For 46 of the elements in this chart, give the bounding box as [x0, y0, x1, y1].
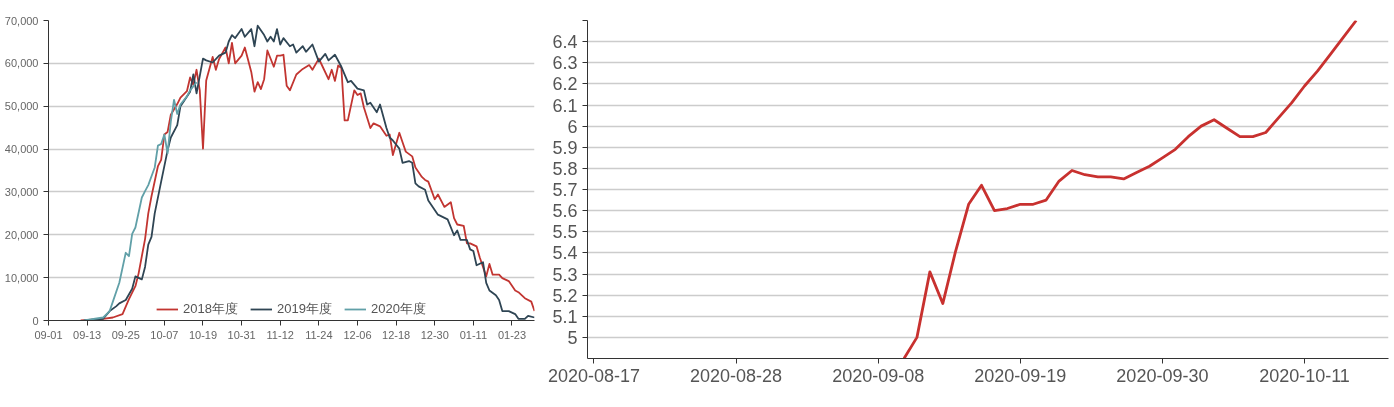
y-tick-label: 6.4: [552, 32, 578, 53]
x-tick-label: 09-01: [34, 328, 63, 341]
y-tick-label: 5.4: [552, 243, 578, 264]
x-tick-label: 01-23: [497, 328, 527, 341]
y-tick-label: 6.3: [552, 53, 578, 74]
x-tick-label: 10-19: [188, 328, 218, 341]
y-tick-label: 5.8: [552, 158, 578, 179]
y-tick-label: 6: [567, 116, 578, 137]
x-tick-label: 2020-08-17: [547, 365, 640, 386]
legend-label: 2020年度: [370, 300, 426, 318]
y-tick-label: 5.2: [552, 285, 578, 306]
x-tick-label: 11-12: [266, 328, 294, 341]
y-tick-label: 20,000: [4, 228, 39, 241]
x-tick-label: 10-31: [227, 328, 256, 341]
y-tick-label: 6.2: [552, 74, 578, 95]
y-tick-label: 40,000: [4, 143, 39, 156]
x-tick-label: 12-06: [343, 328, 372, 341]
x-tick-label: 10-07: [150, 328, 179, 341]
y-tick-label: 10,000: [4, 271, 39, 284]
line-series: [902, 20, 1358, 359]
y-tick-label: 5: [567, 327, 578, 348]
x-tick-label: 2020-08-28: [690, 365, 783, 386]
x-tick-label: 12-18: [382, 328, 411, 341]
y-tick-label: 50,000: [4, 100, 39, 113]
x-tick-label: 2020-10-11: [1259, 365, 1350, 386]
y-tick-label: 5.6: [552, 201, 578, 222]
x-tick-label: 01-11: [459, 328, 488, 341]
y-tick-label: 5.5: [552, 222, 578, 243]
y-tick-label: 5.3: [552, 264, 578, 285]
x-tick-label: 09-13: [73, 328, 102, 341]
legend-label: 2019年度: [277, 300, 332, 318]
legend-label: 2018年度: [183, 300, 239, 318]
y-tick-label: 5.7: [552, 180, 578, 200]
x-tick-label: 2020-09-19: [974, 365, 1067, 386]
x-tick-label: 09-25: [111, 328, 140, 341]
y-tick-label: 30,000: [4, 185, 39, 198]
y-tick-label: 6.1: [552, 95, 578, 116]
x-tick-label: 12-30: [420, 328, 449, 341]
y-tick-label: 5.1: [552, 306, 578, 327]
y-tick-label: 0: [32, 314, 39, 327]
y-tick-label: 60,000: [4, 57, 39, 70]
x-tick-label: 11-24: [305, 328, 333, 341]
y-tick-label: 5.9: [552, 137, 578, 158]
x-tick-label: 2020-09-08: [832, 365, 925, 386]
x-tick-label: 2020-09-30: [1116, 365, 1209, 386]
y-tick-label: 70,000: [4, 14, 39, 27]
